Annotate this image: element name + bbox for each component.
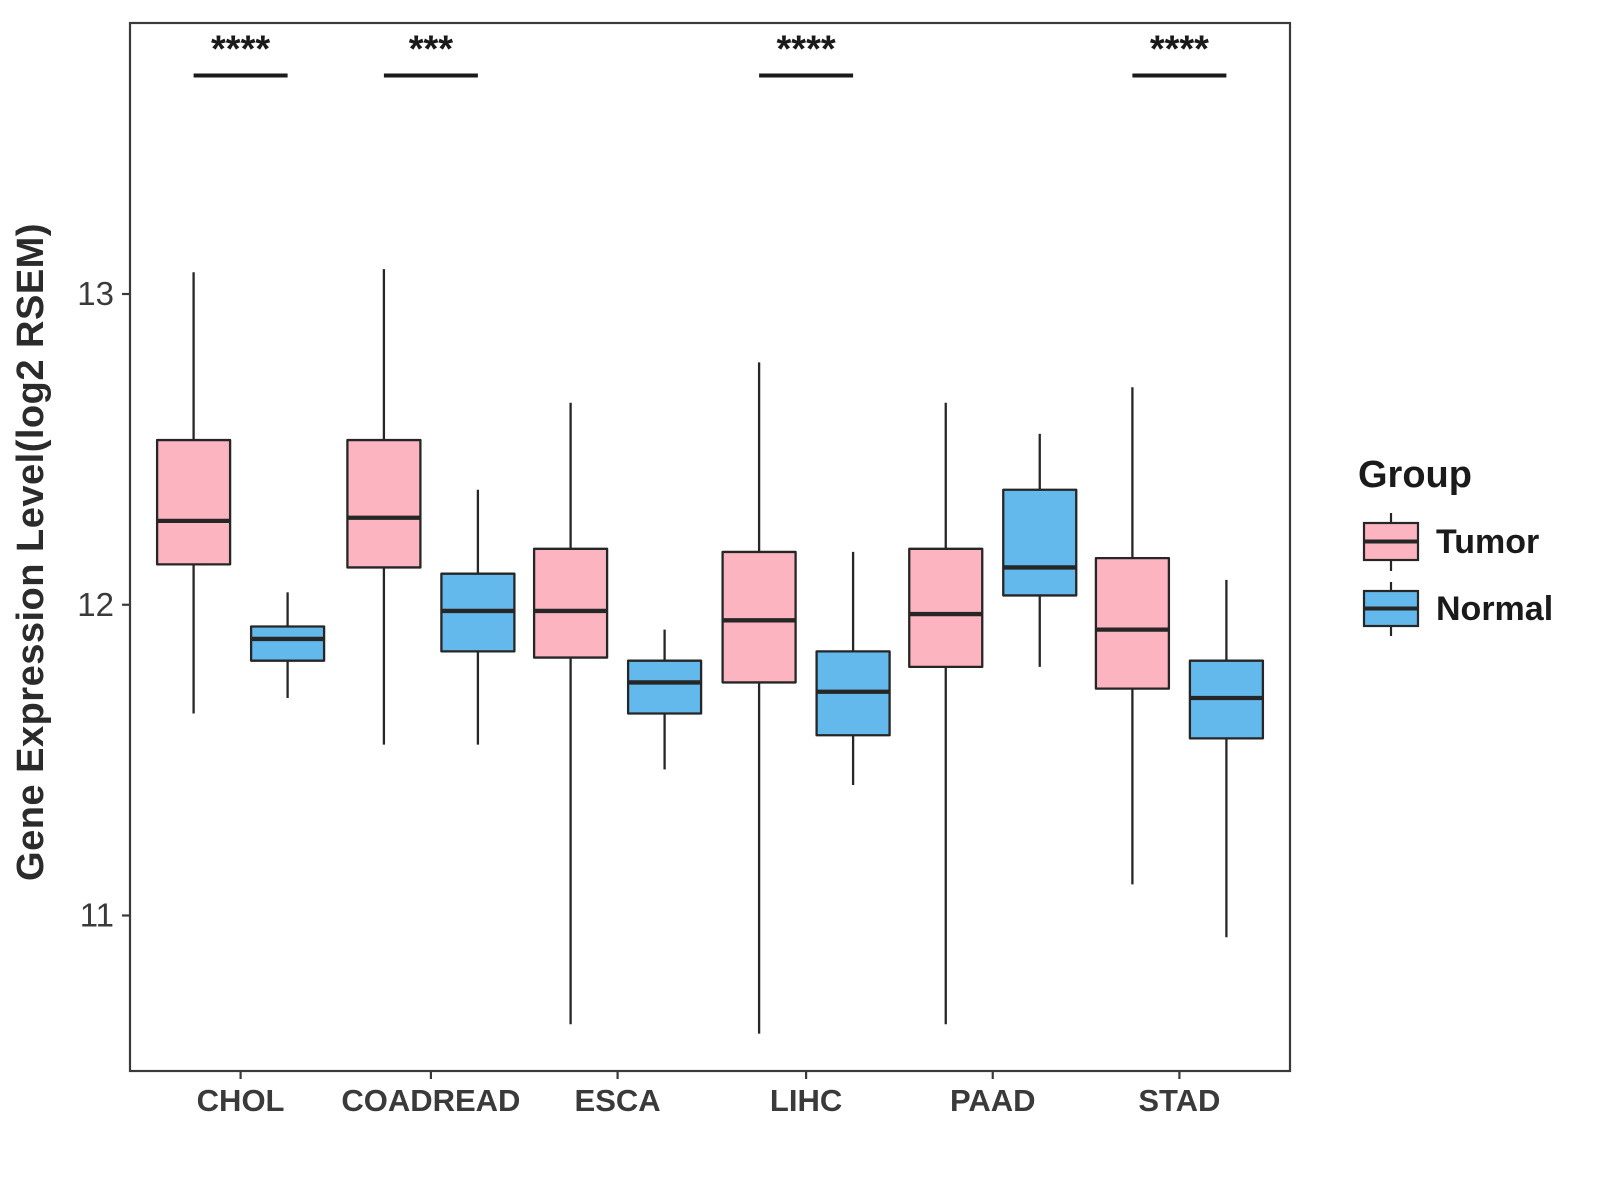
svg-text:Normal: Normal (1436, 590, 1553, 628)
svg-text:Group: Group (1358, 454, 1472, 496)
svg-text:Tumor: Tumor (1436, 523, 1539, 561)
